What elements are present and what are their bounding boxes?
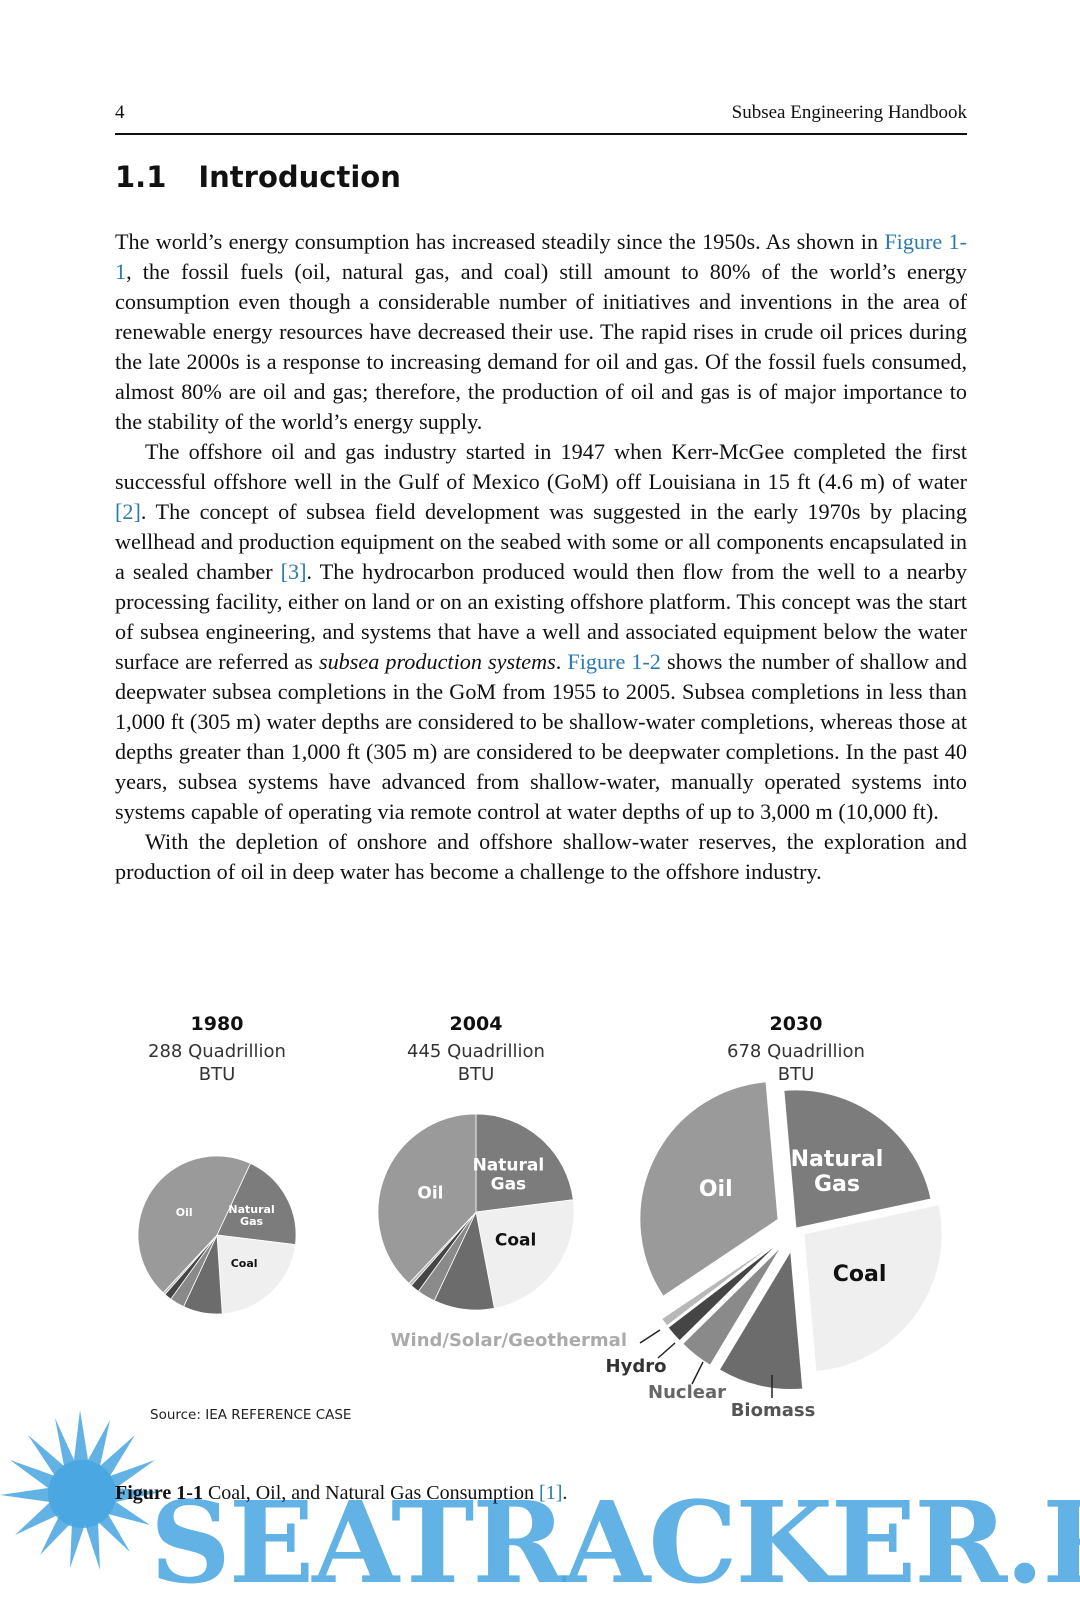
- citation-link[interactable]: [1]: [539, 1482, 563, 1504]
- slice-label: Oil: [175, 1205, 193, 1219]
- slice-label: Coal: [832, 1261, 887, 1287]
- pie-subtitle: BTU: [458, 1064, 495, 1085]
- pie-slice: [783, 1089, 932, 1229]
- leader-line: [657, 1342, 676, 1359]
- slice-label: Coal: [230, 1256, 258, 1270]
- slice-label: Natural Gas: [472, 1155, 545, 1195]
- pie-slice: [682, 1246, 782, 1366]
- running-title: Subsea Engineering Handbook: [731, 102, 967, 123]
- pie-slice: [639, 1081, 779, 1297]
- caption-text: Coal, Oil, and Natural Gas Consumption: [202, 1482, 540, 1504]
- pie-slice: [803, 1204, 943, 1372]
- figure-link[interactable]: Figure 1-2: [567, 649, 661, 674]
- text: The offshore oil and gas industry starte…: [115, 439, 967, 494]
- pie-slice: [216, 1234, 296, 1315]
- section-heading: 1.1 Introduction: [115, 160, 401, 194]
- text: With the depletion of onshore and offsho…: [115, 829, 967, 884]
- body-text: The world’s energy consumption has incre…: [115, 227, 967, 887]
- citation-link[interactable]: [2]: [115, 499, 141, 524]
- pie-subtitle: BTU: [199, 1064, 236, 1085]
- slice-label: Coal: [494, 1230, 537, 1251]
- pie-slice: [377, 1113, 477, 1285]
- text: , the fossil fuels (oil, natural gas, an…: [115, 259, 967, 434]
- caption-text: .: [562, 1482, 568, 1504]
- pie-title: 2030: [770, 1013, 823, 1035]
- pie-subtitle: 445 Quadrillion: [407, 1041, 545, 1062]
- watermark-text: SEATRACKER.RU: [150, 1478, 1080, 1609]
- caption-label: Figure 1-1: [115, 1482, 203, 1504]
- figure-link[interactable]: Figure 1-1: [115, 229, 967, 284]
- italic-term: subsea production systems: [318, 649, 556, 674]
- text: .: [555, 649, 568, 674]
- pie-slice: [661, 1241, 777, 1327]
- pie-slice: [475, 1113, 574, 1213]
- paragraph: The world’s energy consumption has incre…: [115, 227, 967, 437]
- leader-line: [639, 1329, 661, 1344]
- slice-label: Oil: [698, 1176, 733, 1202]
- watermark: SEATRACKER.RU: [150, 1478, 1080, 1609]
- pie-slice: [667, 1243, 779, 1342]
- slice-label: Nuclear: [648, 1382, 726, 1403]
- text: The world’s energy consumption has incre…: [115, 229, 885, 254]
- section-title: Introduction: [198, 160, 401, 194]
- text: . The concept of subsea field developmen…: [115, 499, 967, 584]
- page-number: 4: [115, 102, 125, 123]
- pie-slice: [216, 1162, 297, 1246]
- slice-label: Natural Gas: [228, 1202, 275, 1228]
- leader-line: [691, 1361, 704, 1385]
- slice-label: Hydro: [606, 1356, 667, 1377]
- slice-label: Natural Gas: [790, 1147, 884, 1197]
- pie-title: 2004: [450, 1013, 503, 1035]
- figure-caption: Figure 1-1 Coal, Oil, and Natural Gas Co…: [115, 1482, 567, 1505]
- pie-subtitle: 288 Quadrillion: [148, 1041, 286, 1062]
- watermark-sun: [0, 1410, 160, 1570]
- figure-source: Source: IEA REFERENCE CASE: [150, 1407, 351, 1423]
- pie-subtitle: 678 Quadrillion: [727, 1041, 865, 1062]
- text: . The hydrocarbon produced would then fl…: [115, 559, 967, 674]
- pie-title: 1980: [191, 1013, 244, 1035]
- section-number: 1.1: [115, 160, 167, 194]
- figure: 1980 288 Quadrillion BTU 2004 445 Quadrillio…: [0, 1000, 1080, 1480]
- pie-slice: [137, 1155, 251, 1294]
- slice-label: Oil: [417, 1183, 444, 1204]
- header-rule: [115, 133, 967, 135]
- slice-label: Wind/Solar/Geothermal: [391, 1330, 627, 1351]
- paragraph: The offshore oil and gas industry starte…: [115, 437, 967, 827]
- citation-link[interactable]: [3]: [280, 559, 307, 584]
- paragraph: With the depletion of onshore and offsho…: [115, 827, 967, 887]
- text: shows the number of shallow and deepwate…: [115, 649, 968, 824]
- pie-subtitle: BTU: [778, 1064, 815, 1085]
- pie-slice: [718, 1250, 804, 1390]
- slice-label: Biomass: [731, 1400, 816, 1421]
- pie-slice: [475, 1199, 575, 1309]
